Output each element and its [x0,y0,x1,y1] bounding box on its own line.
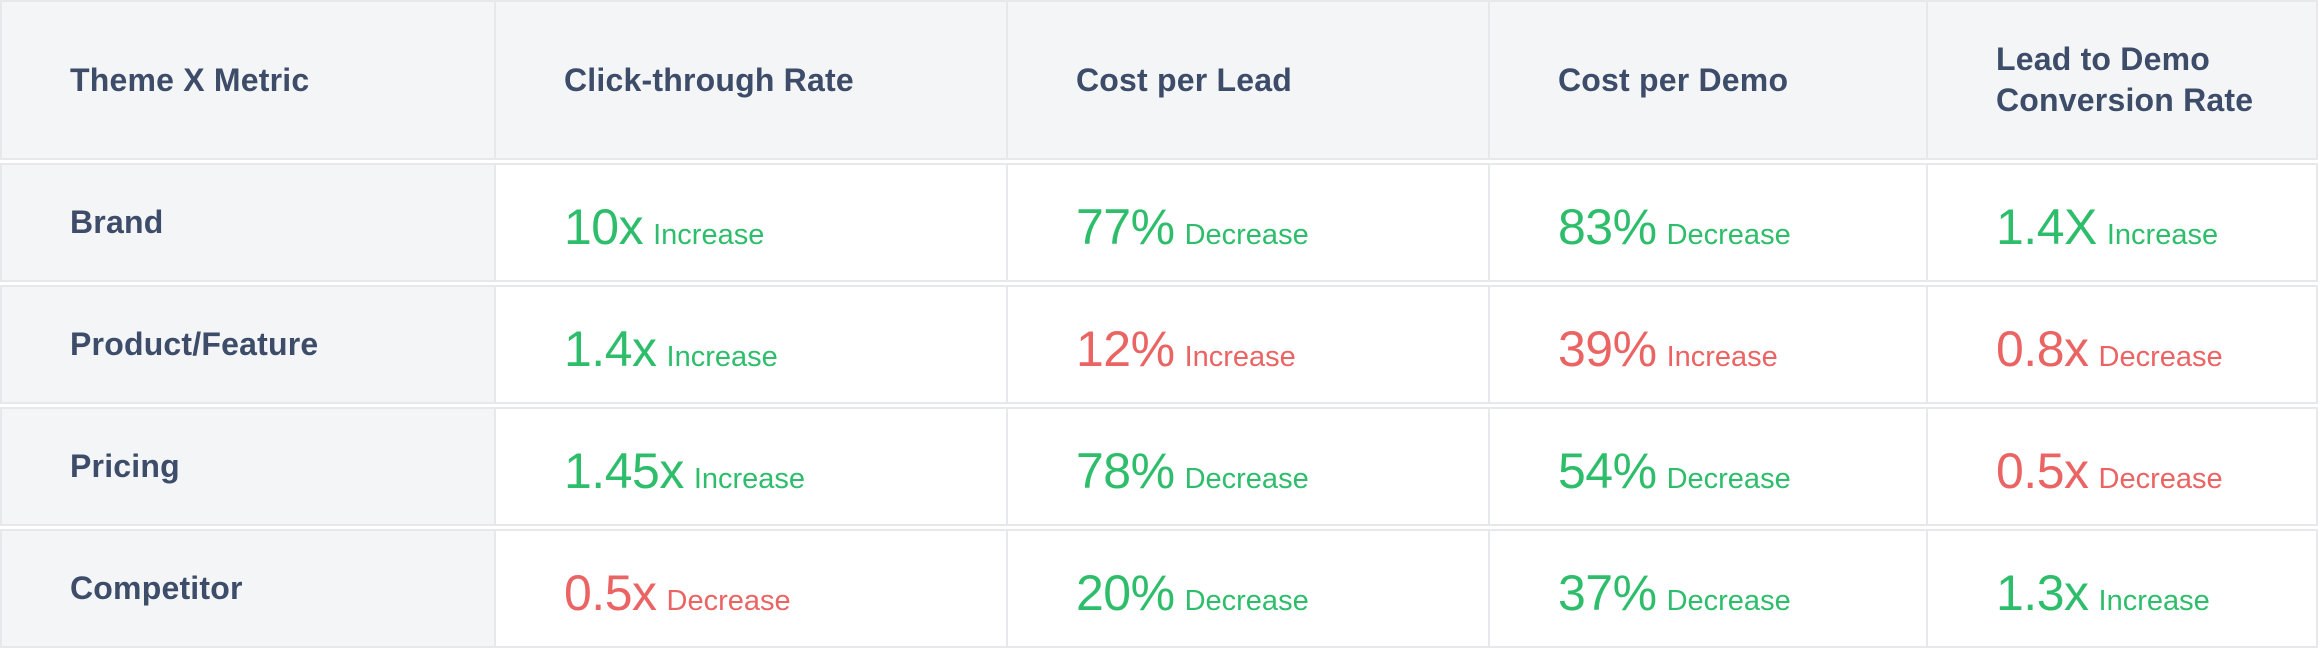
header-cell-ctr: Click-through Rate [494,0,1008,160]
header-label: Lead to Demo Conversion Rate [1996,41,2254,118]
metric-value: 12% [1076,320,1175,377]
row-label: Pricing [70,448,180,484]
row-label: Brand [70,204,164,240]
metric-cell: 39% Increase [1488,285,1928,404]
metric-cell: 1.3x Increase [1926,529,2318,648]
metric-cell: 1.4x Increase [494,285,1008,404]
row-label: Product/Feature [70,326,319,362]
metric-change: Decrease [1666,584,1791,617]
header-cell-cost-per-lead: Cost per Lead [1006,0,1490,160]
metric-cell: 0.8x Decrease [1926,285,2318,404]
metric-value: 0.5x [564,564,657,621]
metric-cell: 37% Decrease [1488,529,1928,648]
metric-change: Decrease [1666,462,1791,495]
row-label-cell: Pricing [0,407,496,526]
metric-change: Decrease [1184,218,1309,251]
metric-value: 37% [1558,564,1657,621]
metric-cell: 78% Decrease [1006,407,1490,526]
metric-change: Increase [1184,340,1296,373]
metric-cell: 1.4X Increase [1926,163,2318,282]
metric-value: 54% [1558,442,1657,499]
header-label: Cost per Demo [1558,61,1789,98]
table-row: Brand 10x Increase 77% Decrease 83% Decreas… [0,163,2318,282]
header-cell-cost-per-demo: Cost per Demo [1488,0,1928,160]
metric-change: Decrease [1666,218,1791,251]
table-header-row: Theme X Metric Click-through Rate Cost p… [0,0,2318,160]
metric-value: 83% [1558,198,1657,255]
metric-cell: 0.5x Decrease [1926,407,2318,526]
metric-change: Increase [1666,340,1778,373]
metric-cell: 54% Decrease [1488,407,1928,526]
row-label-cell: Brand [0,163,496,282]
table-row: Product/Feature 1.4x Increase 12% Increase… [0,285,2318,404]
metric-change: Increase [2098,584,2210,617]
metric-value: 1.3x [1996,564,2089,621]
metric-change: Increase [666,340,778,373]
metric-change: Decrease [2098,462,2223,495]
metric-cell: 0.5x Decrease [494,529,1008,648]
metric-change: Decrease [1184,462,1309,495]
metric-value: 78% [1076,442,1175,499]
metric-change: Increase [693,462,806,495]
metric-cell: 10x Increase [494,163,1008,282]
metric-cell: 12% Increase [1006,285,1490,404]
metric-value: 1.4x [564,320,657,377]
metric-value: 0.5x [1996,442,2089,499]
table-row: Competitor 0.5x Decrease 20% Decrease 37% D… [0,529,2318,648]
metric-cell: 77% Decrease [1006,163,1490,282]
header-cell-theme: Theme X Metric [0,0,496,160]
metric-value: 1.45x [564,442,684,499]
metric-value: 39% [1558,320,1657,377]
metric-change: Increase [2106,218,2219,251]
header-label: Cost per Lead [1076,61,1292,98]
metric-cell: 20% Decrease [1006,529,1490,648]
metric-change: Decrease [666,584,791,617]
row-label: Competitor [70,570,243,606]
header-cell-lead-to-demo: Lead to Demo Conversion Rate [1926,0,2318,160]
metric-value: 77% [1076,198,1175,255]
metric-value: 10x [564,198,644,255]
metric-cell: 83% Decrease [1488,163,1928,282]
metric-value: 0.8x [1996,320,2089,377]
metric-cell: 1.45x Increase [494,407,1008,526]
metric-value: 20% [1076,564,1175,621]
row-label-cell: Product/Feature [0,285,496,404]
metric-change: Decrease [1184,584,1309,617]
header-label: Theme X Metric [70,61,310,98]
table-row: Pricing 1.45x Increase 78% Decrease 54% Dec… [0,407,2318,526]
metric-change: Decrease [2098,340,2223,373]
metric-value: 1.4X [1996,198,2097,255]
header-label: Click-through Rate [564,61,854,98]
row-label-cell: Competitor [0,529,496,648]
metric-change: Increase [653,218,765,251]
